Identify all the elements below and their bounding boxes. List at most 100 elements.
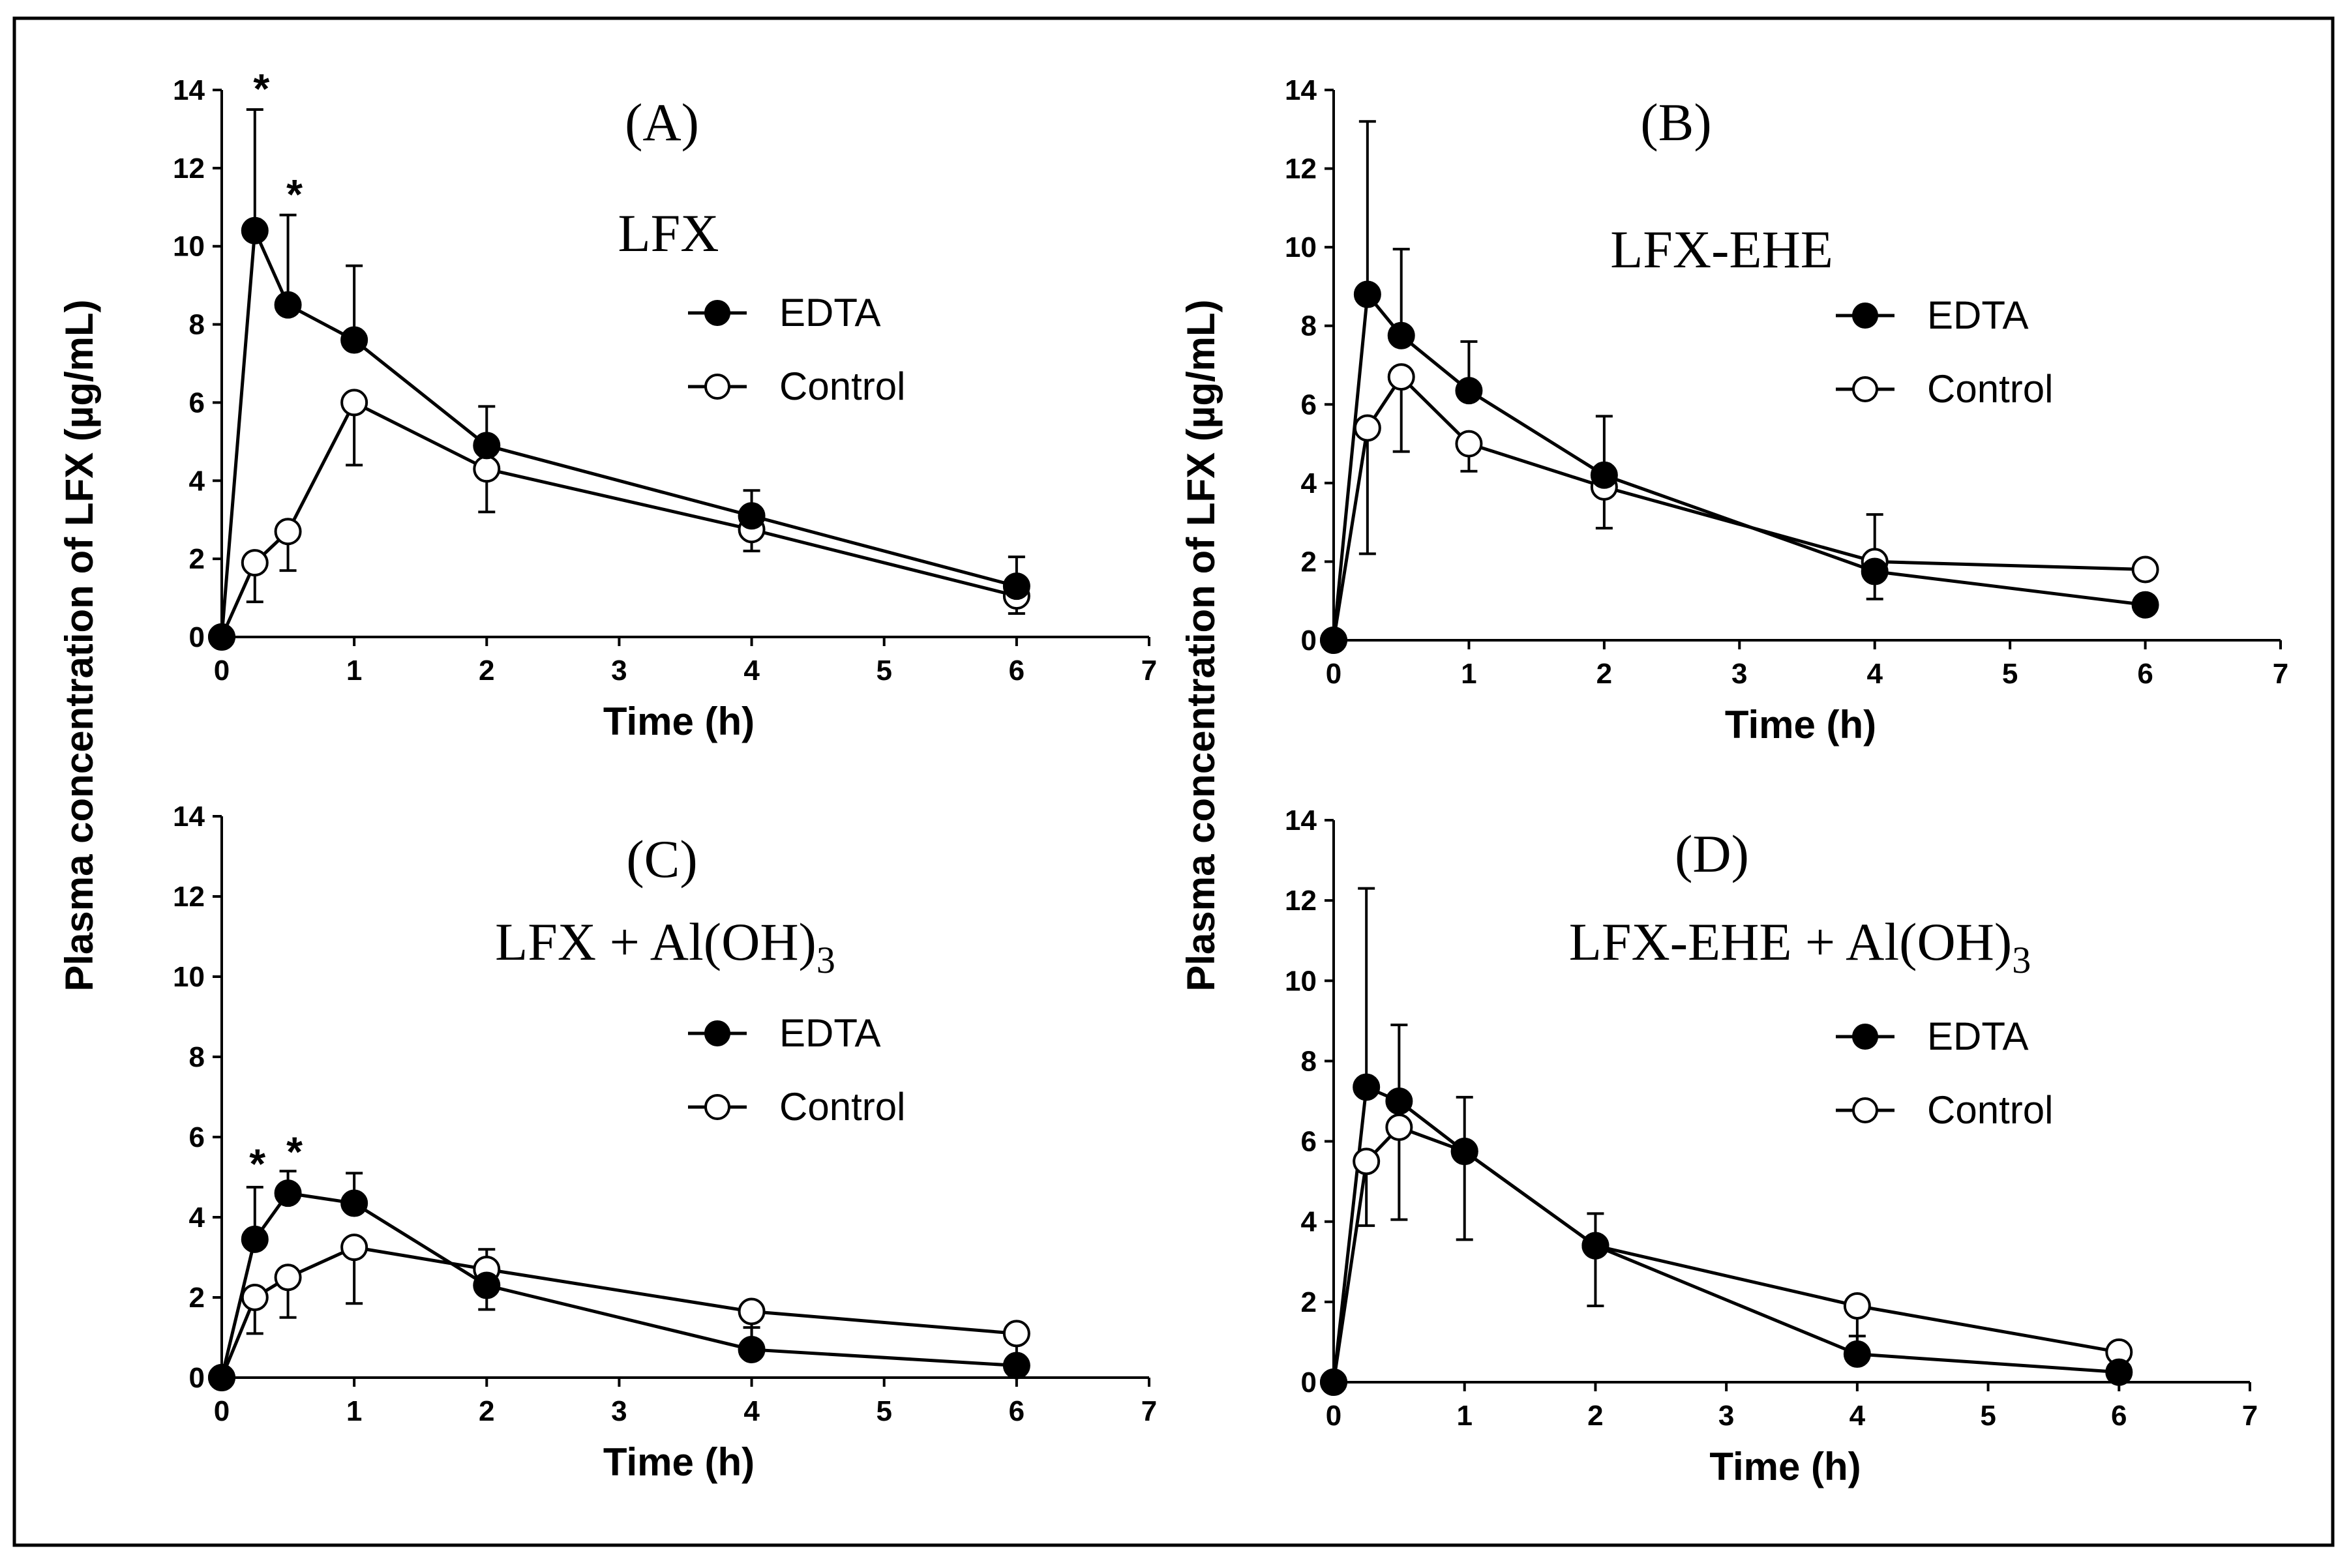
- point-control: [1387, 363, 1415, 391]
- panel-title: LFX: [618, 203, 719, 263]
- point-control: [340, 1234, 368, 1262]
- point-control: [738, 1297, 766, 1325]
- x-tick-label: 5: [1980, 1400, 1996, 1432]
- point-edta: [473, 432, 501, 460]
- y-tick-label: 10: [173, 961, 205, 993]
- y-tick-label: 6: [1301, 1126, 1317, 1158]
- y-tick-label: 14: [1285, 805, 1317, 836]
- point-edta: [1843, 1340, 1871, 1368]
- point-control: [473, 455, 501, 483]
- y-tick-label: 14: [173, 74, 205, 106]
- x-tick-label: 6: [1009, 1395, 1025, 1427]
- point-edta: [274, 291, 302, 319]
- point-edta: [1590, 461, 1618, 489]
- legend-marker-edta: [704, 1020, 730, 1046]
- x-tick-label: 7: [1141, 1395, 1157, 1427]
- point-edta: [738, 502, 766, 530]
- point-control: [274, 518, 302, 546]
- x-axis-title: Time (h): [1709, 1445, 1861, 1488]
- panel-title-text: LFX + Al(OH): [495, 912, 816, 971]
- x-tick-label: 1: [346, 655, 362, 687]
- y-tick-label: 10: [1285, 231, 1317, 263]
- x-tick-label: 6: [2111, 1400, 2127, 1432]
- legend-marker-edta: [1852, 1024, 1878, 1050]
- panel-title: LFX + Al(OH)3: [495, 912, 835, 981]
- point-edta: [473, 1271, 501, 1299]
- x-axis-title: Time (h): [1725, 703, 1876, 747]
- point-edta: [1002, 1352, 1030, 1380]
- x-tick-label: 5: [876, 1395, 891, 1427]
- x-tick-label: 7: [2242, 1400, 2258, 1432]
- point-edta: [738, 1335, 766, 1363]
- point-edta: [2131, 591, 2159, 619]
- x-tick-label: 0: [214, 1395, 230, 1427]
- legend-label-control: Control: [1927, 1088, 2053, 1132]
- y-tick-label: 8: [189, 309, 205, 341]
- y-tick-label: 12: [1285, 153, 1317, 185]
- point-edta: [1353, 1073, 1381, 1101]
- panel-title: LFX-EHE + Al(OH)3: [1569, 912, 2031, 981]
- panel-label: (A): [625, 93, 699, 152]
- point-edta: [1002, 572, 1030, 600]
- x-tick-label: 3: [611, 655, 627, 687]
- figure-frame: [12, 16, 2335, 1547]
- y-tick-label: 6: [1301, 389, 1317, 421]
- x-axis-title: Time (h): [603, 700, 755, 743]
- y-tick-label: 0: [189, 621, 205, 653]
- point-edta: [208, 623, 235, 651]
- y-tick-label: 2: [1301, 1286, 1317, 1318]
- y-axis-title-right: Plasma concentration of LFX (µg/mL): [1179, 299, 1223, 991]
- point-control: [1002, 1320, 1030, 1348]
- y-tick-label: 8: [1301, 1045, 1317, 1077]
- legend-marker-control: [704, 374, 730, 400]
- x-tick-label: 6: [2137, 658, 2153, 690]
- panel-title-text: LFX-EHE: [1610, 220, 1833, 279]
- x-tick-label: 7: [1141, 655, 1157, 687]
- y-tick-label: 10: [1285, 965, 1317, 997]
- point-edta: [340, 326, 368, 354]
- legend-label-edta: EDTA: [779, 1011, 881, 1055]
- point-edta: [1385, 1087, 1413, 1115]
- y-tick-label: 6: [189, 387, 205, 419]
- x-tick-label: 4: [743, 655, 760, 687]
- x-tick-label: 2: [479, 1395, 494, 1427]
- x-tick-label: 1: [1456, 1400, 1472, 1432]
- x-tick-label: 2: [1587, 1400, 1603, 1432]
- x-tick-label: 0: [1326, 1400, 1341, 1432]
- x-tick-label: 1: [1461, 658, 1476, 690]
- y-tick-label: 2: [189, 1282, 205, 1314]
- x-tick-label: 5: [2002, 658, 2018, 690]
- point-control: [274, 1264, 302, 1292]
- x-tick-label: 3: [1718, 1400, 1734, 1432]
- legend-label-edta: EDTA: [1927, 1014, 2029, 1058]
- x-tick-label: 0: [1326, 658, 1341, 690]
- point-edta: [1455, 377, 1483, 405]
- y-tick-label: 10: [173, 231, 205, 263]
- x-tick-label: 1: [346, 1395, 362, 1427]
- panel-title-text: LFX-EHE + Al(OH): [1569, 912, 2012, 971]
- point-control: [340, 389, 368, 417]
- panel-label: (B): [1640, 93, 1711, 152]
- y-tick-label: 8: [189, 1041, 205, 1073]
- point-edta: [274, 1179, 302, 1207]
- x-tick-label: 7: [2273, 658, 2288, 690]
- point-control: [1843, 1292, 1871, 1320]
- point-control: [2131, 555, 2159, 584]
- point-control: [1455, 430, 1483, 458]
- y-tick-label: 2: [1301, 546, 1317, 578]
- y-tick-label: 6: [189, 1121, 205, 1153]
- significance-star: *: [286, 171, 303, 218]
- y-tick-label: 14: [1285, 74, 1317, 106]
- point-edta: [1353, 280, 1381, 308]
- point-edta: [1450, 1137, 1478, 1165]
- y-tick-label: 4: [1301, 1206, 1317, 1238]
- legend-label-control: Control: [1927, 367, 2053, 411]
- point-control: [1385, 1114, 1413, 1142]
- y-axis-title-left: Plasma concentration of LFX (µg/mL): [57, 299, 101, 991]
- y-tick-label: 12: [173, 881, 205, 913]
- x-axis-title: Time (h): [603, 1440, 755, 1484]
